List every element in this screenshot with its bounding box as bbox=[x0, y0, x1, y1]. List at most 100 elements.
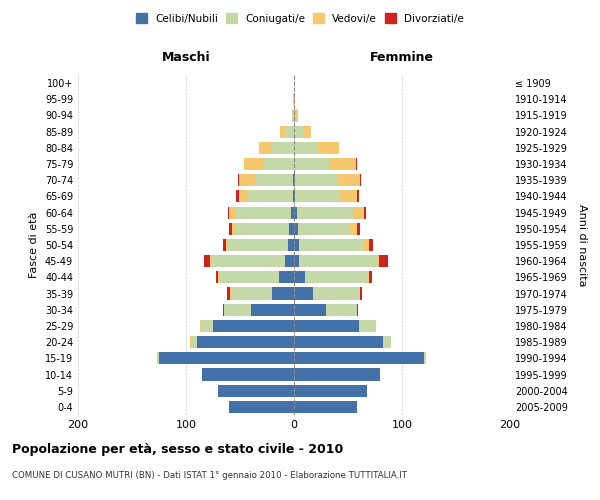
Bar bbox=[280, 126, 286, 138]
Bar bbox=[302, 126, 311, 138]
Bar bbox=[356, 304, 358, 316]
Bar bbox=[157, 352, 159, 364]
Bar bbox=[218, 384, 294, 397]
Bar bbox=[424, 352, 426, 364]
Bar bbox=[210, 255, 212, 268]
Bar bbox=[228, 206, 229, 218]
Bar bbox=[216, 272, 218, 283]
Bar bbox=[295, 174, 338, 186]
Bar bbox=[294, 320, 359, 332]
Bar bbox=[368, 272, 372, 283]
Bar bbox=[205, 255, 210, 268]
Bar bbox=[293, 190, 294, 202]
Bar bbox=[367, 272, 368, 283]
Bar bbox=[226, 239, 228, 251]
Bar bbox=[248, 190, 293, 202]
Bar bbox=[294, 239, 299, 251]
Bar bbox=[340, 190, 356, 202]
Bar bbox=[289, 222, 294, 235]
Bar bbox=[299, 239, 364, 251]
Bar bbox=[294, 352, 424, 364]
Bar bbox=[379, 255, 388, 268]
Bar bbox=[235, 206, 291, 218]
Bar bbox=[353, 206, 364, 218]
Bar bbox=[295, 190, 340, 202]
Bar bbox=[338, 174, 360, 186]
Bar bbox=[383, 336, 391, 348]
Bar bbox=[212, 255, 286, 268]
Bar bbox=[259, 142, 272, 154]
Bar bbox=[364, 239, 368, 251]
Bar bbox=[359, 288, 360, 300]
Bar bbox=[286, 255, 294, 268]
Bar bbox=[197, 336, 294, 348]
Bar bbox=[202, 368, 294, 380]
Bar bbox=[251, 304, 294, 316]
Bar bbox=[299, 255, 377, 268]
Bar bbox=[223, 304, 224, 316]
Bar bbox=[294, 206, 297, 218]
Bar bbox=[294, 401, 356, 413]
Bar bbox=[229, 206, 235, 218]
Bar bbox=[294, 93, 295, 106]
Legend: Celibi/Nubili, Coniugati/e, Vedovi/e, Divorziati/e: Celibi/Nubili, Coniugati/e, Vedovi/e, Di… bbox=[133, 10, 467, 26]
Bar bbox=[356, 190, 359, 202]
Bar bbox=[230, 288, 232, 300]
Bar bbox=[294, 368, 380, 380]
Bar bbox=[360, 174, 361, 186]
Bar bbox=[326, 304, 356, 316]
Bar bbox=[350, 222, 356, 235]
Bar bbox=[294, 288, 313, 300]
Bar bbox=[377, 255, 379, 268]
Bar bbox=[202, 320, 213, 332]
Bar bbox=[294, 384, 367, 397]
Bar bbox=[213, 320, 294, 332]
Bar bbox=[223, 239, 226, 251]
Bar bbox=[294, 304, 326, 316]
Bar bbox=[294, 255, 299, 268]
Bar bbox=[359, 320, 375, 332]
Text: Femmine: Femmine bbox=[370, 50, 434, 64]
Y-axis label: Fasce di età: Fasce di età bbox=[29, 212, 39, 278]
Bar bbox=[239, 190, 248, 202]
Bar bbox=[238, 174, 239, 186]
Bar bbox=[294, 336, 383, 348]
Bar bbox=[356, 222, 360, 235]
Bar bbox=[191, 336, 197, 348]
Bar bbox=[313, 288, 359, 300]
Bar bbox=[287, 239, 294, 251]
Bar bbox=[232, 288, 272, 300]
Bar bbox=[264, 158, 294, 170]
Bar bbox=[293, 93, 294, 106]
Bar bbox=[294, 190, 295, 202]
Bar bbox=[293, 174, 294, 186]
Bar bbox=[286, 126, 294, 138]
Bar bbox=[272, 288, 294, 300]
Bar bbox=[297, 206, 353, 218]
Text: COMUNE DI CUSANO MUTRI (BN) - Dati ISTAT 1° gennaio 2010 - Elaborazione TUTTITAL: COMUNE DI CUSANO MUTRI (BN) - Dati ISTAT… bbox=[12, 471, 407, 480]
Bar bbox=[272, 142, 294, 154]
Bar bbox=[375, 320, 376, 332]
Bar bbox=[159, 352, 294, 364]
Bar bbox=[294, 272, 305, 283]
Bar bbox=[305, 272, 367, 283]
Bar bbox=[236, 190, 239, 202]
Bar bbox=[294, 174, 295, 186]
Bar bbox=[232, 222, 235, 235]
Y-axis label: Anni di nascita: Anni di nascita bbox=[577, 204, 587, 286]
Bar bbox=[294, 158, 329, 170]
Bar bbox=[294, 110, 296, 122]
Bar bbox=[329, 158, 356, 170]
Bar bbox=[228, 239, 287, 251]
Text: Maschi: Maschi bbox=[161, 50, 211, 64]
Bar bbox=[200, 320, 202, 332]
Bar bbox=[291, 206, 294, 218]
Bar bbox=[224, 304, 251, 316]
Bar bbox=[292, 110, 294, 122]
Bar bbox=[318, 142, 340, 154]
Bar bbox=[294, 126, 302, 138]
Bar bbox=[235, 222, 289, 235]
Bar bbox=[227, 288, 230, 300]
Bar bbox=[239, 174, 255, 186]
Bar bbox=[294, 222, 298, 235]
